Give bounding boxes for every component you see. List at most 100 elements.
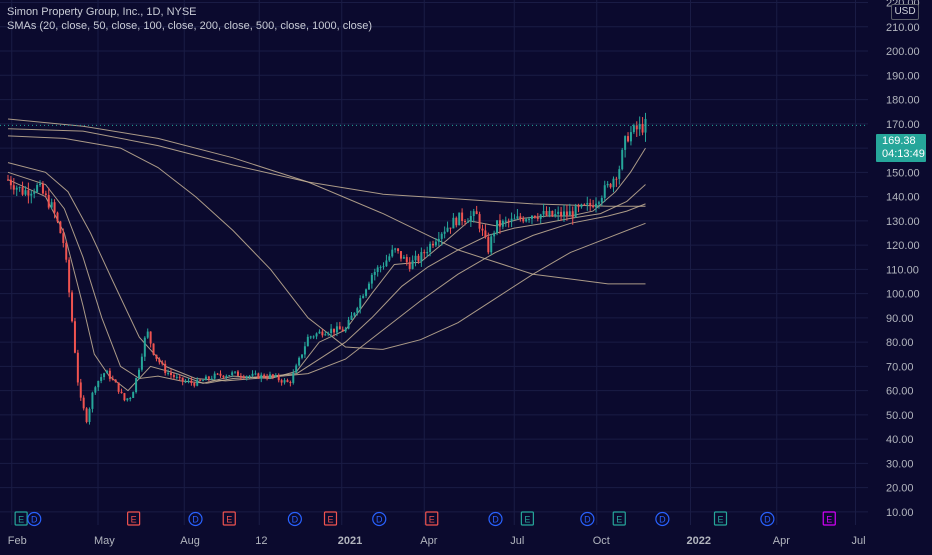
dividend-marker-shape	[760, 511, 775, 527]
candle-body	[405, 257, 408, 263]
candle-body	[490, 236, 493, 253]
candle-body	[210, 378, 213, 380]
price-axis-bg	[868, 0, 932, 550]
candle-body	[117, 382, 120, 392]
earnings-marker[interactable]: E	[612, 511, 626, 526]
candle-body	[391, 249, 394, 257]
candle-body	[315, 333, 318, 337]
candle-body	[330, 328, 333, 334]
dividend-marker[interactable]: D	[760, 511, 775, 527]
candle-body	[114, 379, 117, 383]
last-price-value: 169.38	[882, 135, 916, 147]
candle-body	[301, 354, 304, 358]
price-tick-label: 80.00	[886, 337, 914, 349]
earnings-marker[interactable]: E	[127, 511, 141, 526]
dividend-marker[interactable]: D	[580, 511, 595, 527]
candle-body	[91, 392, 94, 409]
dividend-marker[interactable]: D	[27, 511, 42, 527]
earnings-marker-shape	[425, 511, 439, 526]
candle-body	[327, 333, 330, 335]
sma-1000-line	[7, 118, 646, 285]
candle-body	[161, 362, 164, 364]
candle-body	[432, 243, 434, 246]
currency-badge[interactable]: USD	[891, 4, 919, 20]
candle-body	[30, 193, 33, 196]
candle-body	[609, 183, 612, 188]
price-tick-label: 170.00	[886, 119, 920, 131]
candle-body	[251, 373, 254, 376]
event-marker-label: D	[492, 515, 499, 525]
earnings-marker[interactable]: E	[323, 511, 338, 526]
candle-body	[18, 187, 21, 189]
price-tick-label: 70.00	[886, 361, 914, 373]
candle-body	[589, 202, 592, 206]
candle-body	[234, 371, 237, 373]
candle-body	[362, 295, 365, 299]
earnings-marker[interactable]: E	[222, 511, 236, 526]
candle-body	[333, 328, 336, 333]
candle-body	[583, 204, 586, 206]
earnings-marker[interactable]: E	[14, 511, 28, 526]
candle-body	[216, 373, 219, 375]
candle-body	[204, 376, 207, 381]
event-marker-label: D	[292, 515, 299, 525]
candle-body	[595, 203, 598, 208]
candle-body	[15, 187, 18, 190]
candle-body	[385, 260, 388, 267]
candle-body	[126, 398, 129, 401]
candle-body	[289, 381, 292, 383]
candle-body	[56, 212, 59, 222]
time-tick-label: Aug	[180, 535, 200, 547]
candle-body	[638, 124, 641, 130]
dividend-marker[interactable]: D	[488, 511, 503, 527]
time-axis-bg	[0, 528, 932, 550]
candle-body	[394, 248, 397, 250]
candle-body	[68, 259, 71, 293]
time-tick-label: Apr	[773, 535, 790, 547]
earnings-marker[interactable]: E	[425, 511, 439, 526]
time-tick-label: Oct	[593, 535, 610, 547]
candle-body	[39, 183, 42, 186]
candle-body	[50, 202, 53, 208]
candle-body	[618, 169, 621, 179]
earnings-marker[interactable]: E	[822, 511, 836, 526]
earnings-marker[interactable]: E	[713, 511, 728, 526]
candle-body	[277, 375, 280, 381]
earnings-marker-shape	[520, 511, 534, 526]
candle-body	[199, 379, 202, 381]
earnings-marker[interactable]: E	[520, 511, 534, 526]
price-axis[interactable]: 10.00 20.00 30.00 40.00 50.00 60.00 70.00 80.00…	[868, 0, 932, 550]
sma-lines	[7, 118, 646, 392]
candle-body	[236, 371, 239, 376]
candle-body	[519, 216, 522, 219]
dividend-marker-shape	[188, 511, 203, 527]
dividend-marker[interactable]: D	[188, 511, 203, 527]
candle-body	[426, 251, 429, 254]
candle-body	[443, 231, 446, 234]
candle-body	[577, 205, 580, 208]
price-tick-label: 130.00	[886, 216, 920, 228]
candle-body	[108, 370, 111, 379]
candle-body	[644, 118, 647, 133]
time-tick-label: Feb	[8, 535, 27, 547]
candle-body	[62, 233, 65, 243]
earnings-marker-shape	[222, 511, 236, 526]
candle-body	[82, 397, 85, 409]
sma-20-line	[7, 147, 646, 392]
dividend-marker[interactable]: D	[372, 511, 387, 527]
candle-body	[408, 262, 411, 269]
candle-body	[461, 212, 464, 222]
candle-body	[359, 298, 362, 309]
dividend-marker[interactable]: D	[287, 511, 302, 527]
candle-body	[481, 228, 484, 231]
candle-body	[268, 374, 271, 379]
time-axis[interactable]: Feb May Aug 12 2021 Apr Jul Oct 2022 Apr Jul	[0, 528, 932, 550]
dividend-marker[interactable]: D	[655, 511, 670, 527]
candle-body	[245, 376, 248, 378]
dividend-marker-shape	[488, 511, 503, 527]
candle-body	[347, 319, 350, 329]
candle-body	[44, 193, 47, 195]
